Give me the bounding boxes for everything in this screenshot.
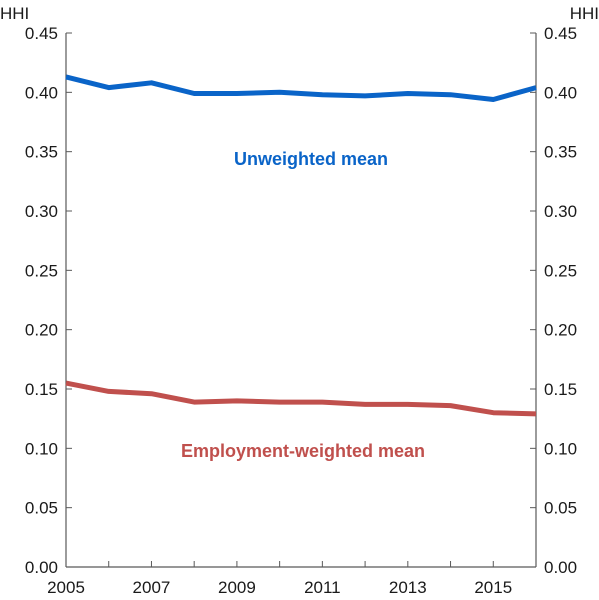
axes: 0.00 0.00 0.05 0.05 0.10 0.10 0.15 0.15 0.20 0.20… [0, 4, 599, 597]
x-tick-label: 2005 [47, 578, 85, 597]
x-tick-label: 2013 [389, 578, 427, 597]
series-line-employment-weighted-mean [65, 380, 537, 417]
y-tick-label-right: 0.15 [544, 380, 577, 399]
y-tick-label-left: 0.45 [25, 24, 58, 43]
y-tick-label-right: 0.35 [544, 143, 577, 162]
y-tick-label-left: 0.25 [25, 261, 58, 280]
y-tick-label-right: 0.10 [544, 439, 577, 458]
y-tick-label-left: 0.35 [25, 143, 58, 162]
y-tick-label-right: 0.20 [544, 321, 577, 340]
series-labels: Unweighted mean Employment-weighted mean [181, 149, 425, 461]
series-label-unweighted-mean: Unweighted mean [234, 149, 388, 169]
y-tick-label-right: 0.00 [544, 558, 577, 577]
y-tick-label-left: 0.20 [25, 321, 58, 340]
y-tick-label-left: 0.10 [25, 439, 58, 458]
y-unit-right: HHI [570, 4, 599, 23]
y-tick-label-right: 0.05 [544, 499, 577, 518]
y-tick-label-left: 0.00 [25, 558, 58, 577]
x-tick-label: 2015 [474, 578, 512, 597]
x-tick-label: 2009 [218, 578, 256, 597]
x-tick-label: 2011 [304, 578, 341, 597]
series-line-unweighted-mean [65, 74, 537, 102]
y-tick-label-left: 0.15 [25, 380, 58, 399]
y-tick-label-right: 0.25 [544, 261, 577, 280]
x-tick-label: 2007 [133, 578, 171, 597]
series-lines [65, 74, 537, 417]
series-label-employment-weighted-mean: Employment-weighted mean [181, 441, 425, 461]
y-tick-label-left: 0.40 [25, 83, 58, 102]
y-tick-label-right: 0.30 [544, 202, 577, 221]
y-tick-label-right: 0.40 [544, 83, 577, 102]
y-unit-left: HHI [0, 4, 29, 23]
y-tick-label-right: 0.45 [544, 24, 577, 43]
y-tick-label-left: 0.30 [25, 202, 58, 221]
y-tick-label-left: 0.05 [25, 499, 58, 518]
